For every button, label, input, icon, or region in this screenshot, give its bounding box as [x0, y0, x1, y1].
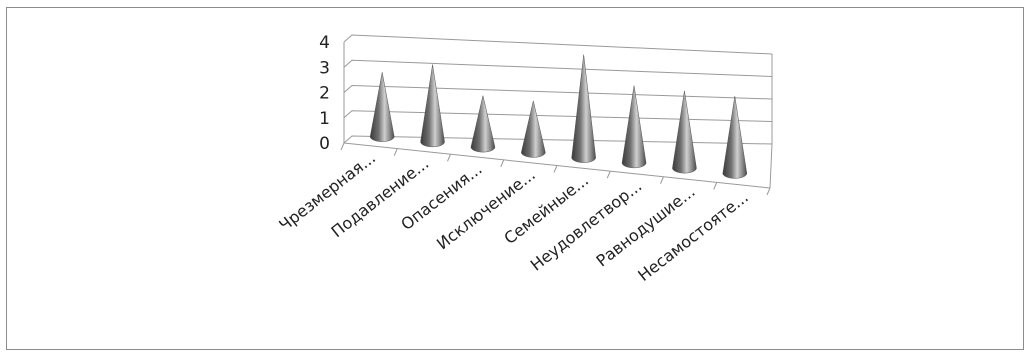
y-tick-label-4: 4	[319, 33, 330, 53]
y-tick-label-2: 2	[319, 84, 330, 104]
cone-bar	[470, 95, 496, 153]
x-tick-mark	[766, 187, 771, 196]
cone-body	[470, 95, 496, 153]
x-tick-mark	[660, 176, 664, 184]
floor-right-edge	[769, 143, 773, 189]
cone-body	[521, 100, 546, 158]
category-label: Неудовлетвор...	[527, 176, 646, 274]
cone-body	[369, 72, 395, 142]
grid-layer	[343, 34, 773, 145]
cone-bar	[420, 64, 445, 148]
gridline-4	[343, 34, 773, 55]
cone-bar	[369, 72, 395, 142]
cone-body	[621, 85, 647, 169]
x-tick-mark	[447, 154, 451, 162]
cone-body	[722, 96, 748, 179]
x-tick-mark	[713, 182, 718, 190]
gridline-3	[343, 59, 773, 77]
x-tick-mark	[500, 159, 505, 168]
y-tick-label-1: 1	[319, 109, 330, 129]
gridline-1	[343, 110, 773, 122]
cone-body	[571, 54, 596, 163]
x-tick-mark	[606, 170, 611, 179]
axis-layer	[340, 42, 773, 196]
x-tick-mark	[553, 165, 558, 173]
gridline-0	[343, 135, 773, 145]
cone-bar	[672, 90, 697, 174]
cone-bar	[521, 100, 546, 158]
x-tick-mark	[393, 148, 398, 156]
x-tick-mark	[340, 142, 345, 151]
gridline-2	[343, 84, 773, 100]
cone-bar	[621, 85, 647, 169]
cone-bar	[722, 96, 748, 179]
y-tick-labels: 0 1 2 3 4	[319, 33, 330, 154]
y-tick-label-0: 0	[319, 134, 330, 154]
cone-body	[420, 64, 445, 148]
category-label: Несамостояте...	[634, 187, 752, 285]
cone-series	[369, 54, 748, 179]
y-tick-label-3: 3	[319, 58, 330, 78]
cone-bar	[571, 54, 596, 163]
cone-body	[672, 90, 697, 174]
